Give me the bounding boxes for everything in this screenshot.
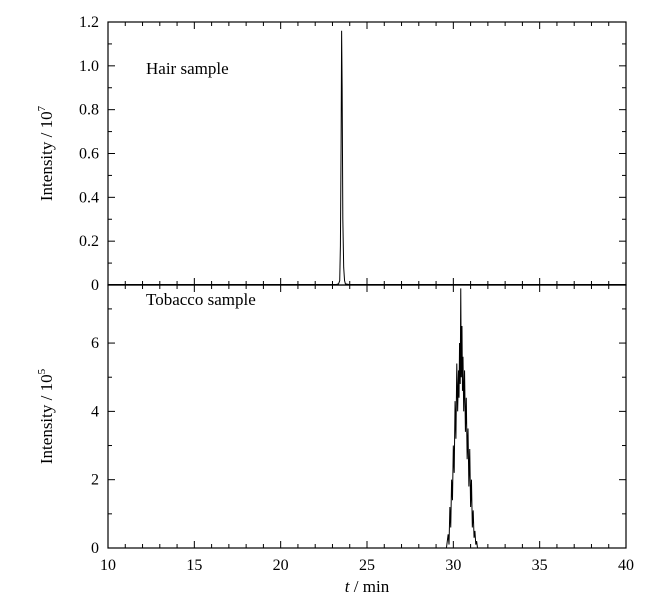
top-y-axis-title: Intensity / 107 [36,105,56,201]
bottom-panel: 0 2 4 6 10 15 20 25 30 35 40 Intensity / 105 t / min… [36,284,634,596]
bottom-sample-label: Tobacco sample [146,290,256,309]
top-y-tick-label: 1.2 [79,14,99,31]
top-sample-label: Hair sample [146,59,229,78]
top-y-tick-label: 1.0 [79,58,99,75]
x-tick-label: 15 [186,557,202,574]
bottom-y-tick-label: 6 [91,335,99,352]
top-y-tick-label: 0.8 [79,102,99,119]
bottom-y-tick-label: 4 [91,403,99,420]
bottom-plot-frame [107,284,627,549]
bottom-y-axis-title: Intensity / 105 [36,368,56,464]
top-y-tick-label: 0.2 [79,233,99,250]
x-axis-title: t / min [345,577,390,596]
x-tick-label: 40 [618,557,634,574]
bottom-y-tick-label: 2 [91,472,99,489]
x-tick-label: 35 [532,557,548,574]
top-y-tick-label: 0 [91,277,99,294]
x-tick-label: 20 [273,557,289,574]
bottom-y-tick-label: 0 [91,540,99,557]
top-y-tick-label: 0.6 [79,146,99,163]
x-tick-label: 30 [445,557,461,574]
bottom-chromatogram-trace [108,288,626,549]
top-y-tick-label: 0.4 [79,189,99,206]
x-tick-label: 10 [100,557,116,574]
top-chromatogram-trace [108,30,626,286]
x-tick-label: 25 [359,557,375,574]
top-panel: 0 0.2 0.4 0.6 0.8 1.0 1.2 Intensity / 107 Hair s… [36,14,627,294]
